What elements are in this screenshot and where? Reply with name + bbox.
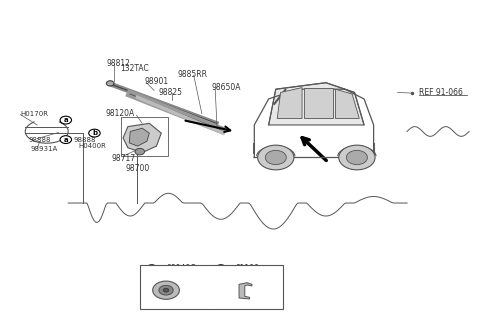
Text: 98888: 98888: [73, 136, 96, 143]
Polygon shape: [304, 88, 333, 118]
Text: b: b: [218, 266, 224, 272]
Circle shape: [163, 288, 169, 292]
Text: 98812: 98812: [107, 59, 130, 68]
Text: 98717: 98717: [111, 154, 135, 163]
Polygon shape: [129, 128, 149, 146]
Circle shape: [339, 145, 375, 170]
Text: 98888: 98888: [28, 136, 51, 143]
Circle shape: [60, 116, 72, 124]
Text: 132TAC: 132TAC: [120, 64, 149, 72]
Text: 98650A: 98650A: [211, 83, 241, 92]
Polygon shape: [123, 123, 161, 153]
Text: 98825: 98825: [159, 88, 183, 97]
Text: 98120A: 98120A: [106, 109, 135, 118]
Text: 81199: 81199: [235, 264, 259, 273]
Text: REF 91-066: REF 91-066: [419, 88, 463, 97]
Circle shape: [159, 285, 173, 295]
Circle shape: [107, 81, 114, 86]
Circle shape: [135, 148, 144, 155]
Polygon shape: [239, 283, 252, 299]
Circle shape: [265, 150, 286, 165]
Circle shape: [146, 265, 157, 273]
Text: b: b: [92, 130, 97, 136]
Polygon shape: [336, 89, 360, 118]
Circle shape: [215, 265, 227, 273]
Circle shape: [89, 129, 100, 137]
Polygon shape: [269, 83, 364, 125]
Bar: [120, 117, 168, 156]
Circle shape: [60, 136, 72, 144]
Circle shape: [347, 150, 367, 165]
Text: 98700: 98700: [125, 164, 150, 174]
Polygon shape: [277, 88, 302, 118]
Text: 98931A: 98931A: [30, 146, 57, 153]
FancyBboxPatch shape: [140, 265, 283, 309]
Circle shape: [153, 281, 180, 299]
Text: a: a: [63, 117, 68, 123]
Text: 98901: 98901: [144, 76, 168, 86]
Circle shape: [258, 145, 294, 170]
Text: 98940C: 98940C: [166, 264, 195, 273]
Text: a: a: [149, 266, 154, 272]
Text: H0400R: H0400R: [78, 143, 106, 149]
Text: 9885RR: 9885RR: [177, 70, 207, 79]
Text: a: a: [63, 136, 68, 143]
Text: H0170R: H0170R: [21, 111, 48, 116]
